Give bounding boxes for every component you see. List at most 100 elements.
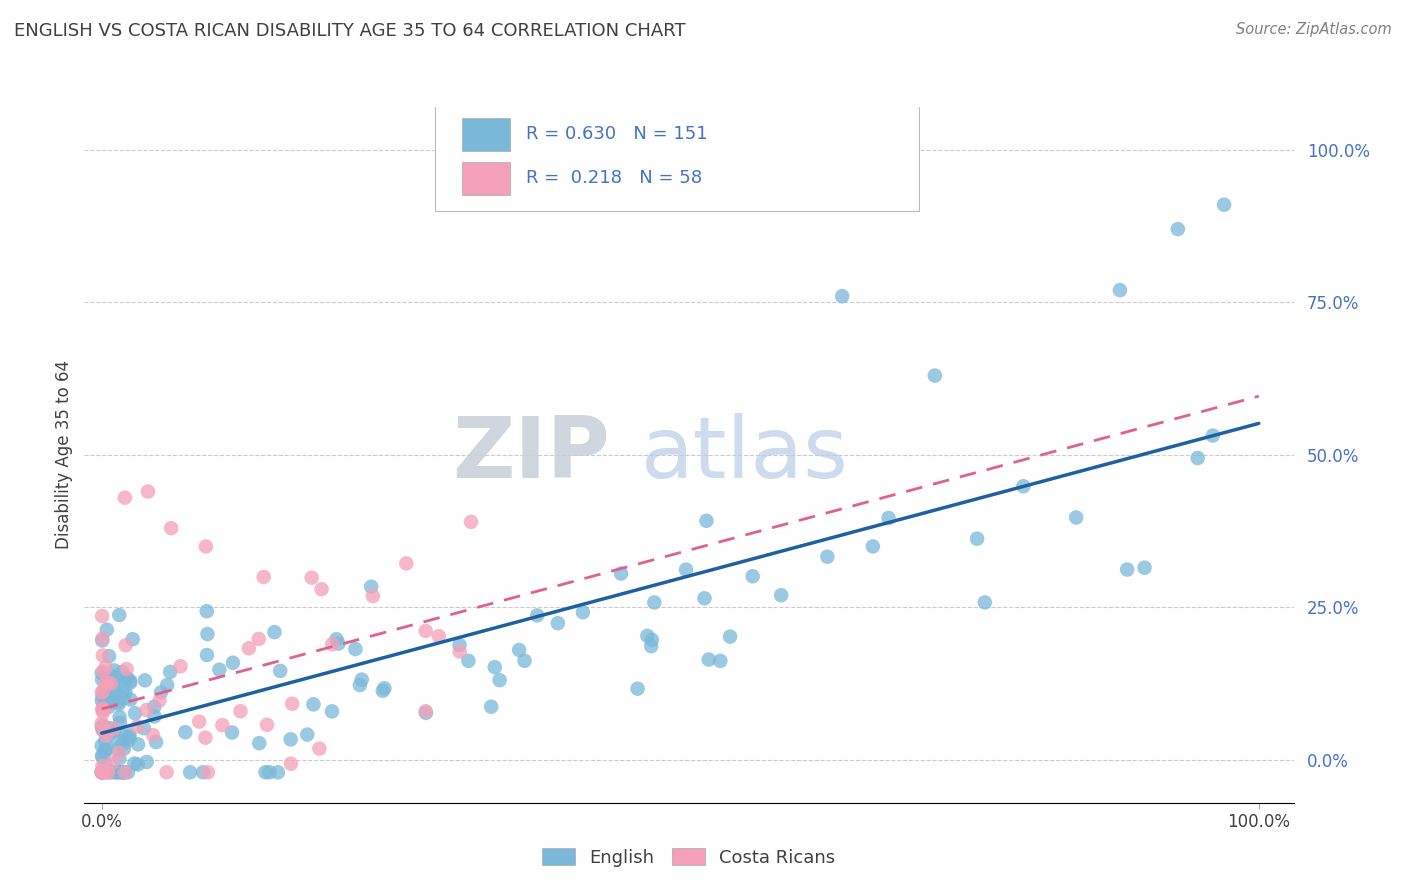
- Point: [111, 665, 134, 679]
- Point: [1187, 451, 1209, 466]
- Point: [90, 765, 112, 780]
- Point: [90, 720, 112, 734]
- FancyBboxPatch shape: [434, 103, 918, 211]
- Point: [103, 664, 125, 678]
- Point: [259, 765, 281, 780]
- Point: [112, 765, 135, 780]
- Point: [197, 627, 219, 641]
- Point: [104, 723, 127, 738]
- Point: [229, 704, 252, 718]
- Point: [111, 765, 134, 780]
- Point: [91, 703, 114, 717]
- Point: [973, 595, 995, 609]
- Point: [134, 673, 156, 688]
- Point: [90, 765, 112, 780]
- Point: [484, 660, 506, 674]
- Point: [90, 765, 112, 780]
- Point: [371, 683, 394, 698]
- Point: [1109, 283, 1132, 297]
- Point: [479, 699, 502, 714]
- Point: [297, 728, 319, 742]
- Point: [91, 759, 114, 773]
- Point: [156, 678, 179, 692]
- Text: R =  0.218   N = 58: R = 0.218 N = 58: [526, 169, 702, 187]
- Point: [179, 765, 201, 780]
- Point: [98, 668, 121, 682]
- Point: [94, 756, 117, 770]
- Point: [105, 670, 128, 684]
- Point: [415, 704, 437, 718]
- Point: [93, 745, 115, 759]
- Point: [709, 654, 731, 668]
- Point: [91, 749, 114, 764]
- Point: [211, 718, 233, 732]
- Point: [91, 719, 114, 733]
- Point: [325, 632, 347, 647]
- Point: [112, 691, 135, 706]
- Point: [302, 698, 325, 712]
- Point: [460, 515, 482, 529]
- Point: [91, 633, 114, 648]
- Point: [100, 694, 122, 708]
- Point: [96, 742, 118, 756]
- Point: [93, 722, 115, 736]
- Point: [111, 737, 134, 751]
- Bar: [461, 161, 510, 195]
- Point: [127, 757, 149, 772]
- Text: ENGLISH VS COSTA RICAN DISABILITY AGE 35 TO 64 CORRELATION CHART: ENGLISH VS COSTA RICAN DISABILITY AGE 35…: [14, 22, 686, 40]
- Point: [96, 675, 118, 690]
- Point: [91, 748, 114, 763]
- Point: [97, 765, 120, 780]
- Point: [104, 765, 127, 780]
- Point: [94, 743, 117, 757]
- Point: [427, 629, 450, 643]
- Point: [344, 642, 367, 657]
- Point: [415, 624, 437, 638]
- Point: [101, 765, 124, 780]
- Point: [195, 648, 218, 662]
- Point: [91, 765, 114, 780]
- Point: [718, 630, 741, 644]
- Point: [112, 765, 135, 780]
- Point: [100, 723, 122, 738]
- Point: [142, 728, 165, 742]
- Point: [107, 765, 129, 780]
- Point: [112, 683, 135, 698]
- Point: [280, 756, 302, 771]
- Point: [449, 638, 471, 652]
- Text: ZIP: ZIP: [453, 413, 610, 497]
- Point: [91, 648, 114, 663]
- Point: [118, 728, 141, 742]
- Point: [90, 739, 112, 753]
- Point: [118, 673, 141, 688]
- Point: [349, 678, 371, 692]
- Point: [91, 703, 114, 717]
- Point: [770, 588, 793, 602]
- Point: [98, 721, 121, 735]
- Point: [105, 671, 128, 685]
- Point: [247, 736, 270, 750]
- Point: [572, 605, 595, 619]
- Point: [90, 765, 112, 780]
- Point: [395, 557, 418, 571]
- Point: [695, 514, 717, 528]
- Point: [121, 632, 143, 647]
- Point: [101, 756, 124, 770]
- Point: [114, 638, 136, 652]
- Point: [254, 765, 277, 780]
- Point: [108, 751, 131, 765]
- Point: [741, 569, 763, 583]
- Point: [97, 700, 120, 714]
- Point: [112, 741, 135, 756]
- Point: [136, 484, 159, 499]
- Point: [132, 721, 155, 735]
- Point: [640, 639, 662, 653]
- Point: [107, 742, 129, 756]
- Point: [118, 732, 141, 747]
- Text: atlas: atlas: [641, 413, 849, 497]
- Point: [127, 719, 149, 733]
- Point: [373, 681, 395, 696]
- Point: [321, 705, 343, 719]
- Point: [328, 636, 350, 650]
- Point: [118, 731, 141, 745]
